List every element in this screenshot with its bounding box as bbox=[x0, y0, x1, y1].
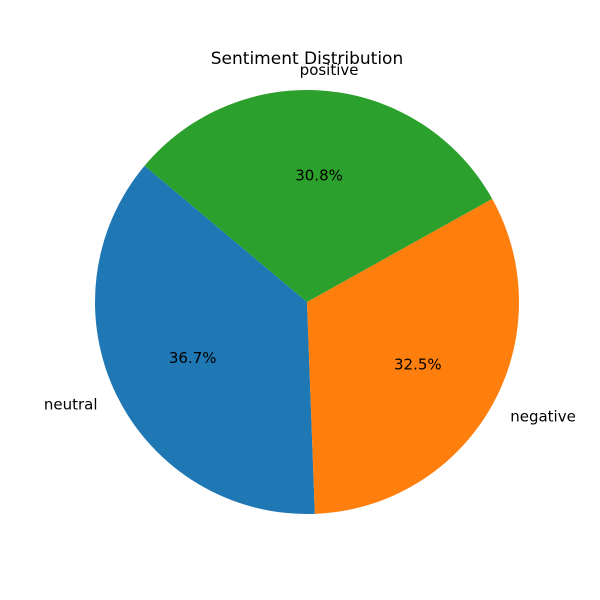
pie-percent-label: 36.7% bbox=[169, 349, 217, 367]
pie-slice-neutral bbox=[94, 165, 315, 515]
pie-category-label: negative bbox=[510, 407, 576, 425]
pie-percent-label: 30.8% bbox=[295, 166, 343, 184]
pie-category-label: neutral bbox=[44, 395, 98, 413]
pie-slice-positive bbox=[144, 90, 493, 302]
pie-labels: 36.7% neutral 32.5% negative 30.8% positive bbox=[44, 61, 576, 426]
chart-title: Sentiment Distribution bbox=[211, 49, 403, 69]
pie-slice-negative bbox=[307, 198, 520, 514]
pie-percent-label: 32.5% bbox=[394, 355, 442, 373]
pie-slices bbox=[94, 90, 520, 515]
pie-category-label: positive bbox=[300, 61, 359, 79]
